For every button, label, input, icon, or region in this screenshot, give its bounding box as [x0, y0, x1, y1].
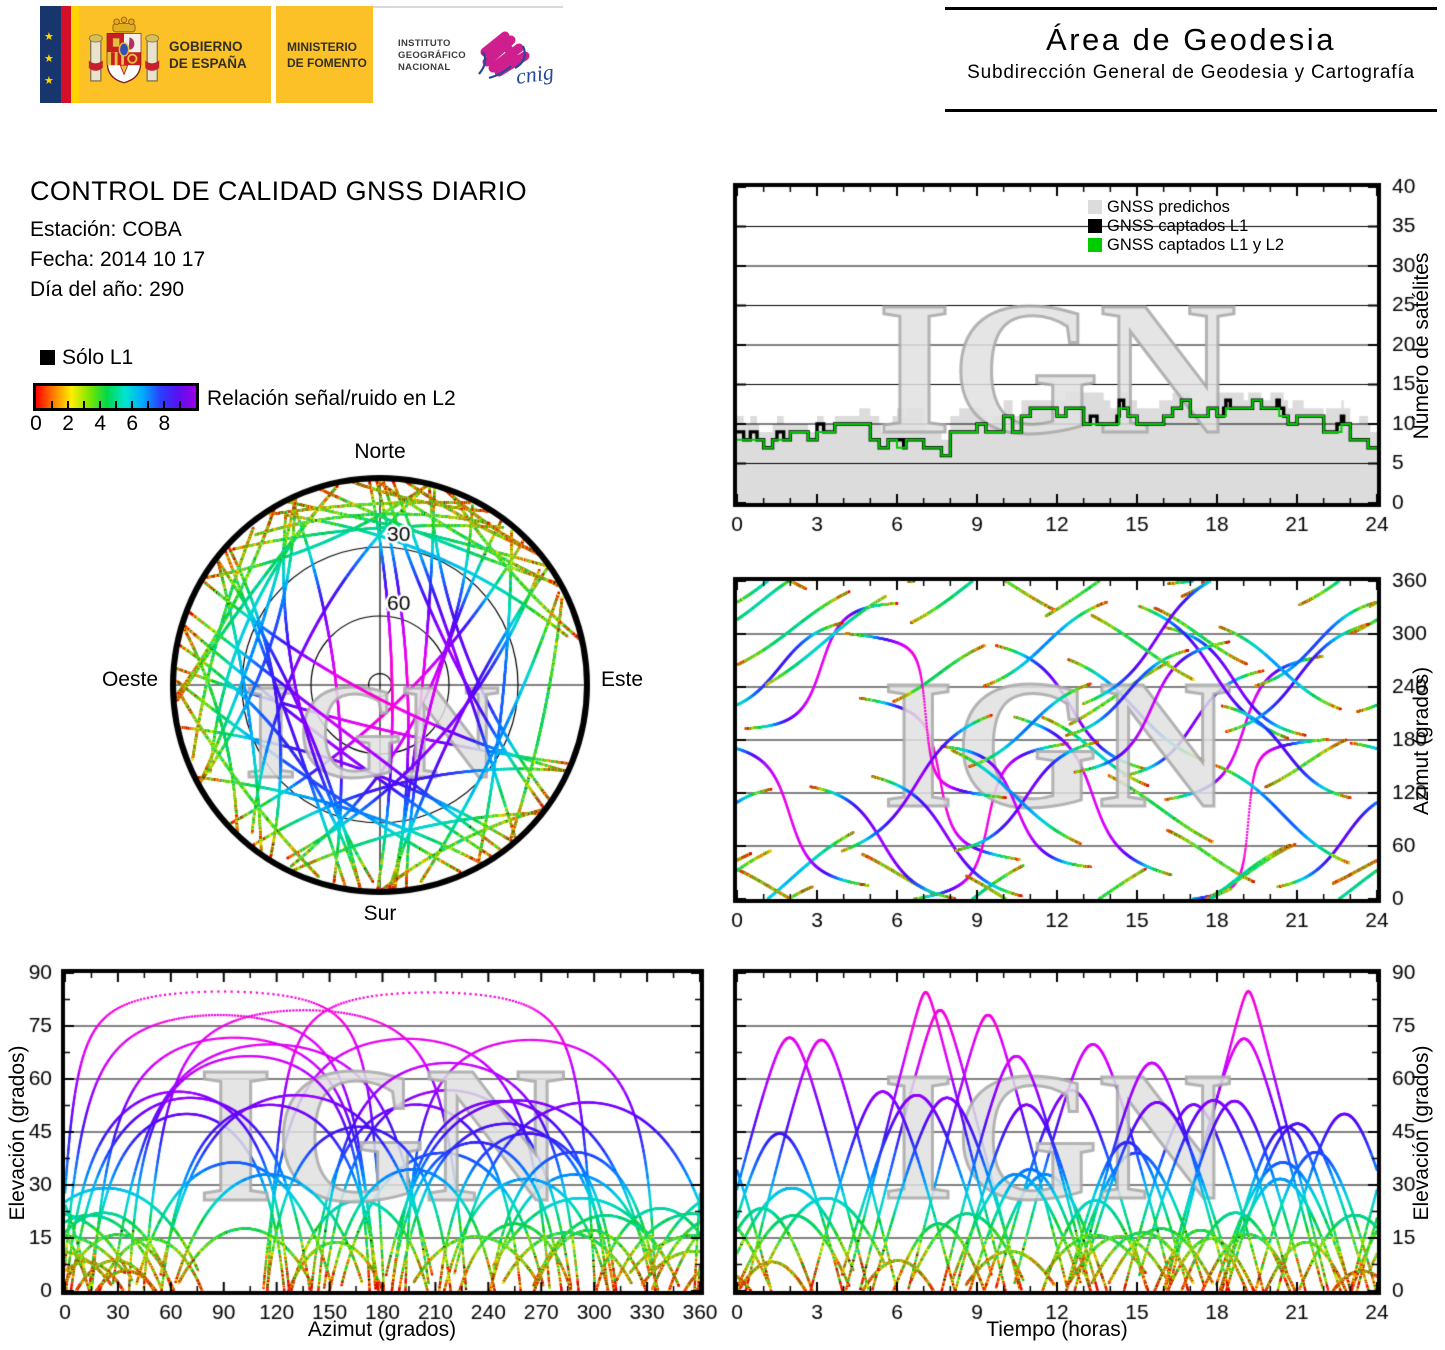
ministerio-box: MINISTERIO DE FOMENTO [276, 6, 373, 103]
colorbar-tick-mark [51, 401, 54, 408]
colorbar-tick-label: 6 [126, 412, 139, 435]
colorbar-tick-mark [115, 401, 118, 408]
compass-west: Oeste [101, 668, 158, 691]
snr-colorbar-label: Relación señal/ruido en L2 [207, 387, 456, 410]
date-line: Fecha: 2014 10 17 [30, 248, 206, 271]
compass-south: Sur [363, 902, 397, 925]
ministerio-label: MINISTERIO DE FOMENTO [287, 40, 367, 70]
legend-row: GNSS predichos [1088, 199, 1230, 216]
azimuth-time-ylabel: Azimut (grados) [1410, 666, 1433, 816]
header-rule-top [945, 7, 1437, 10]
header-right: Área de Geodesia Subdirección General de… [945, 0, 1437, 115]
solo-l1-label: Sólo L1 [62, 346, 134, 369]
gobierno-box: GOBIERNO DE ESPAÑA [79, 6, 271, 103]
elevation-azimuth-chart-canvas [0, 952, 735, 1330]
compass-east: Este [601, 668, 644, 691]
colorbar-tick-mark [179, 401, 182, 408]
colorbar-tick-mark [131, 401, 134, 408]
legend-row: GNSS captados L1 y L2 [1088, 237, 1284, 254]
colorbar-tick-mark [163, 401, 166, 408]
legend-swatch [1088, 238, 1102, 252]
legend-row: GNSS captados L1 [1088, 218, 1248, 235]
colorbar-tick-label: 0 [30, 412, 42, 435]
spain-flag-red-stripe [61, 6, 71, 103]
legend-label: GNSS predichos [1107, 198, 1230, 216]
colorbar-tick-mark [83, 401, 86, 408]
instituto-label: INSTITUTO GEOGRÁFICO NACIONAL [398, 38, 466, 73]
snr-colorbar [33, 383, 199, 411]
skyplot-canvas [130, 430, 650, 930]
spain-coat-of-arms-icon [88, 16, 160, 84]
elevation-azimuth-ylabel: Elevación (grados) [6, 1045, 29, 1221]
elevation-time-xlabel: Tiempo (horas) [986, 1318, 1128, 1341]
area-title: Área de Geodesia [1046, 22, 1336, 57]
gobierno-label: GOBIERNO DE ESPAÑA [169, 39, 247, 71]
colorbar-tick-mark [99, 401, 102, 408]
azimuth-time-chart-canvas [700, 558, 1445, 942]
colorbar-tick-mark [147, 401, 150, 408]
colorbar-tick-label: 8 [158, 412, 171, 435]
legend-label: GNSS captados L1 y L2 [1107, 236, 1285, 254]
doy-line: Día del año: 290 [30, 278, 185, 301]
compass-north: Norte [354, 440, 406, 463]
elevation-time-ylabel: Elevación (grados) [1410, 1045, 1433, 1221]
colorbar-tick-mark [67, 401, 70, 408]
colorbar-tick-label: 2 [62, 412, 74, 435]
elevation-azimuth-xlabel: Azimut (grados) [307, 1318, 457, 1341]
legend-swatch [1088, 219, 1102, 233]
elevation-time-chart-canvas [700, 952, 1445, 1330]
cnig-logo-icon: cnig [478, 31, 555, 89]
eu-flag-panel: ★ ★ ★ [40, 6, 61, 103]
report-title: CONTROL DE CALIDAD GNSS DIARIO [30, 176, 528, 206]
legend-label: GNSS captados L1 [1107, 217, 1249, 235]
satellite-count-ylabel: Número de satélites [1410, 252, 1433, 440]
star-icon: ★ [44, 53, 54, 65]
station-line: Estación: COBA [30, 218, 182, 241]
star-icon: ★ [44, 31, 54, 43]
star-icon: ★ [44, 75, 54, 87]
colorbar-tick-label: 4 [94, 412, 106, 435]
satellite-count-chart-canvas [700, 168, 1445, 546]
spain-flag-yellow-stripe [71, 6, 79, 103]
solo-l1-swatch [40, 350, 55, 365]
header-rule-bottom [945, 109, 1437, 112]
legend-swatch [1088, 200, 1102, 214]
cnig-text: cnig [514, 59, 555, 89]
area-subtitle: Subdirección General de Geodesia y Carto… [967, 62, 1415, 83]
ign-panel: INSTITUTO GEOGRÁFICO NACIONAL cnig [373, 6, 563, 105]
